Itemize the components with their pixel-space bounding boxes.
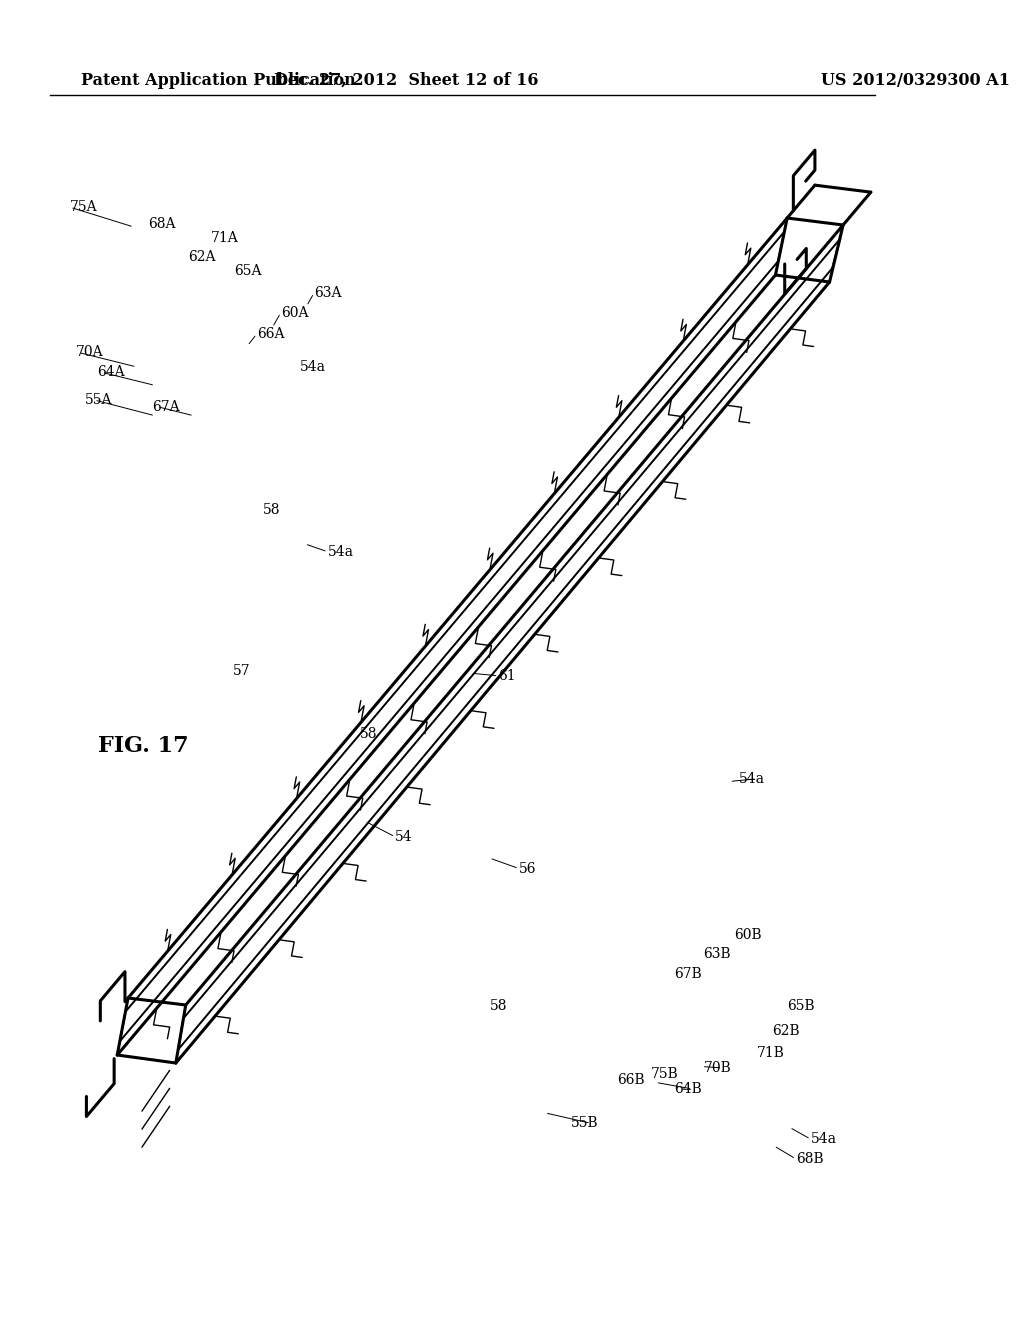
Text: 70B: 70B — [703, 1061, 731, 1074]
Text: 65B: 65B — [786, 999, 814, 1012]
Text: 71B: 71B — [757, 1047, 785, 1060]
Text: 67A: 67A — [153, 400, 180, 413]
Text: 54a: 54a — [811, 1133, 837, 1146]
Text: 54: 54 — [395, 830, 413, 843]
Text: 63A: 63A — [314, 286, 341, 300]
Text: 62B: 62B — [772, 1024, 800, 1038]
Text: 55B: 55B — [570, 1117, 598, 1130]
Text: 61: 61 — [499, 669, 516, 682]
Text: 58: 58 — [360, 727, 378, 741]
Text: 57: 57 — [232, 664, 250, 677]
Text: 75A: 75A — [71, 201, 98, 214]
Text: 55A: 55A — [85, 393, 113, 407]
Text: 64B: 64B — [674, 1082, 701, 1096]
Text: 75B: 75B — [651, 1068, 679, 1081]
Text: 68B: 68B — [796, 1152, 823, 1166]
Text: 60A: 60A — [281, 306, 308, 319]
Text: US 2012/0329300 A1: US 2012/0329300 A1 — [820, 73, 1010, 88]
Text: 66A: 66A — [257, 327, 285, 341]
Text: FIG. 17: FIG. 17 — [98, 735, 188, 756]
Text: 67B: 67B — [674, 968, 701, 981]
Text: 62A: 62A — [188, 251, 216, 264]
Text: 54a: 54a — [328, 545, 353, 558]
Text: 66B: 66B — [616, 1073, 644, 1086]
Text: 64A: 64A — [97, 366, 125, 379]
Text: 58: 58 — [489, 999, 507, 1012]
Text: 70A: 70A — [76, 346, 103, 359]
Text: Patent Application Publication: Patent Application Publication — [81, 73, 356, 88]
Text: 63B: 63B — [703, 948, 731, 961]
Text: Dec. 27, 2012  Sheet 12 of 16: Dec. 27, 2012 Sheet 12 of 16 — [273, 73, 538, 88]
Text: 68A: 68A — [147, 218, 175, 231]
Text: 60B: 60B — [734, 928, 762, 941]
Text: 54a: 54a — [738, 772, 765, 785]
Text: 54a: 54a — [300, 360, 326, 374]
Text: 71A: 71A — [211, 231, 239, 244]
Text: 58: 58 — [263, 503, 281, 516]
Text: 56: 56 — [519, 862, 537, 875]
Text: 65A: 65A — [234, 264, 262, 277]
